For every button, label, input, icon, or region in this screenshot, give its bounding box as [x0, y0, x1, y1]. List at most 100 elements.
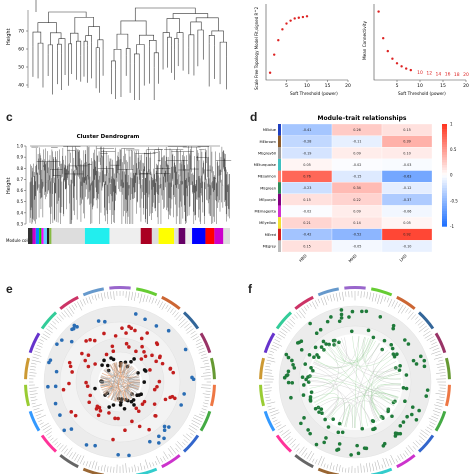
- circos-dot: [371, 419, 376, 424]
- d-legend-swatch: [442, 175, 447, 179]
- density-tick: [419, 323, 425, 329]
- circos-link: [123, 387, 139, 402]
- circos-dot: [300, 375, 305, 379]
- circos-dot: [364, 309, 369, 314]
- density-tick: [372, 463, 375, 472]
- density-tick: [52, 320, 57, 325]
- density-tick: [391, 300, 396, 307]
- density-tick: [386, 297, 390, 303]
- circos-link: [126, 364, 140, 388]
- d-row-color: [278, 170, 281, 183]
- density-tick: [104, 464, 106, 472]
- density-tick: [289, 318, 296, 325]
- circos-dot: [171, 370, 176, 375]
- data-point: [277, 38, 280, 42]
- density-tick: [289, 438, 297, 446]
- density-tick: [88, 296, 92, 304]
- panel-b-connectivity: Mean Connectivity Soft Threshold (power)…: [358, 0, 474, 100]
- circos-dot: [134, 406, 139, 411]
- circos-dot: [366, 328, 371, 333]
- density-tick: [128, 291, 130, 301]
- xtick-label: 15: [440, 83, 446, 89]
- d-cell-value: -0.06: [403, 209, 412, 213]
- d-cell-value: 0.14: [353, 221, 361, 225]
- d-legend-swatch: [442, 180, 447, 184]
- circos-dot: [308, 431, 312, 436]
- circos-dot: [419, 354, 423, 359]
- circos-dot: [96, 319, 101, 323]
- d-cell-value: -0.28: [303, 140, 312, 144]
- density-tick: [405, 308, 409, 313]
- d-col-label: LHD: [398, 253, 407, 262]
- circos-dot: [135, 393, 139, 398]
- data-point-label: 20: [463, 72, 469, 78]
- density-tick: [167, 448, 174, 456]
- circos-link: [337, 389, 401, 425]
- a-branch: [219, 41, 227, 57]
- density-tick: [107, 466, 109, 473]
- circos-link: [102, 364, 130, 393]
- density-tick: [139, 293, 143, 304]
- a-branch: [136, 44, 145, 59]
- circos-dot: [319, 345, 324, 349]
- density-tick: [436, 372, 446, 374]
- circos-dot: [120, 326, 124, 330]
- density-tick: [202, 393, 211, 395]
- d-legend-tick: 0.5: [450, 147, 457, 152]
- panel-label-f: f: [248, 282, 252, 296]
- panel-d: Module–trait relationships MEblue MEbrown…: [252, 110, 474, 280]
- circos-dot: [131, 398, 136, 402]
- circos-link: [114, 362, 140, 381]
- circos-dot: [378, 315, 383, 319]
- circos-link: [352, 336, 396, 404]
- density-tick: [271, 417, 276, 420]
- circos-link: [309, 381, 391, 411]
- circos-dot: [331, 417, 336, 421]
- density-tick: [434, 407, 442, 411]
- density-tick: [335, 292, 339, 302]
- d-col-label: MHD: [347, 253, 357, 263]
- circos-link: [100, 376, 135, 396]
- circos-dot: [136, 409, 141, 414]
- circos-dot: [147, 427, 151, 432]
- circos-dot: [140, 344, 144, 349]
- density-tick: [190, 432, 194, 436]
- density-tick: [131, 291, 133, 301]
- module-color-segment: [84, 228, 110, 244]
- density-tick: [39, 339, 44, 342]
- circos-dot: [110, 344, 115, 349]
- circos-link: [105, 367, 139, 391]
- a-branch: [153, 52, 159, 68]
- density-tick: [274, 339, 281, 343]
- density-tick: [77, 301, 83, 311]
- a-branch: [134, 53, 140, 64]
- chromosome-band: [417, 434, 435, 453]
- a-branch: [57, 43, 62, 54]
- d-legend-tick: -1: [450, 224, 454, 229]
- circos-dot: [314, 331, 319, 336]
- circos-dot: [152, 402, 157, 406]
- density-tick: [204, 399, 210, 402]
- d-cell-value: -0.63: [403, 175, 412, 179]
- d-legend-swatch: [442, 159, 447, 163]
- density-tick: [291, 443, 296, 448]
- density-tick: [29, 390, 37, 392]
- d-row-label: MEblue: [263, 128, 277, 132]
- circos-dot: [322, 440, 326, 445]
- density-tick: [198, 350, 206, 354]
- d-row-color: [278, 228, 281, 241]
- density-tick: [142, 294, 146, 303]
- chromosome-band: [417, 311, 435, 330]
- density-tick: [66, 308, 73, 317]
- circos-dot: [347, 315, 351, 319]
- d-legend-swatch: [442, 141, 447, 145]
- density-tick: [200, 387, 211, 389]
- a-branch: [32, 31, 42, 47]
- density-tick: [29, 393, 38, 395]
- circos-link: [333, 341, 401, 380]
- density-tick: [204, 362, 210, 365]
- d-row-label: MEturquoise: [254, 163, 277, 167]
- c-ytick-label: 0.8: [17, 166, 24, 171]
- circos-dot: [93, 443, 97, 448]
- density-tick: [393, 301, 398, 309]
